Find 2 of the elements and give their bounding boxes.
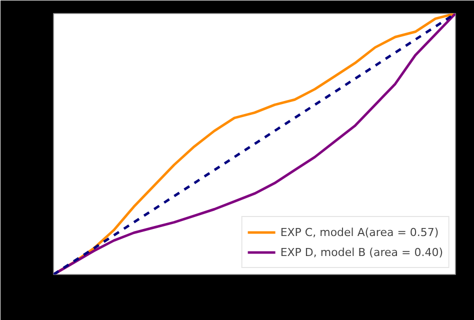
legend-label: EXP D, model B (area = 0.40) bbox=[280, 246, 443, 258]
legend-label: EXP C, model A(area = 0.57) bbox=[280, 226, 439, 238]
